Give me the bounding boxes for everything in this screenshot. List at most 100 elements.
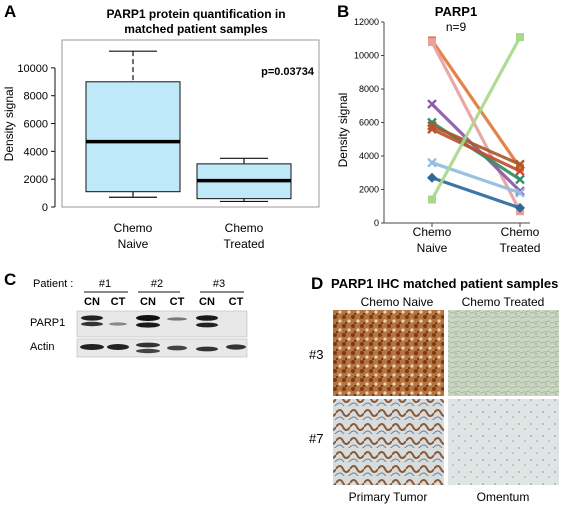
lane-label: CT [111, 296, 126, 308]
y-tick-label: 2000 [359, 185, 379, 195]
series-marker [516, 33, 524, 42]
box [85, 81, 181, 193]
patient-headers: #1 #2 #3 [84, 278, 244, 293]
blot-band [81, 321, 103, 327]
series-line [430, 102, 522, 193]
blot-band [136, 315, 160, 321]
series-marker [515, 174, 525, 185]
y-tick-label: 10000 [17, 63, 48, 75]
ihc-image-treated-3 [448, 310, 559, 396]
y-tick-label: 12000 [354, 17, 379, 27]
ihc-row-label-7: #7 [309, 431, 323, 446]
patient-1-label: #1 [99, 278, 111, 290]
x-tick-label: Chemo [501, 225, 540, 239]
series-marker [427, 172, 437, 183]
series-line [430, 124, 522, 166]
blot-band [226, 344, 246, 350]
series-line [430, 161, 522, 195]
y-tick-label: 0 [374, 218, 379, 228]
ihc-col-label-treated: Chemo Treated [462, 295, 545, 309]
y-tick-label: 8000 [24, 91, 48, 103]
ihc-row-label-3: #3 [309, 347, 323, 362]
ihc-bottom-label-omentum: Omentum [477, 490, 530, 504]
panel-b-subtitle: n=9 [446, 20, 467, 34]
series-marker [428, 38, 436, 47]
blot-band [80, 344, 104, 350]
series-marker [427, 157, 437, 168]
ihc-image-primary-tumor-7 [333, 399, 444, 485]
patient-3-label: #3 [213, 278, 225, 290]
lane-label: CT [170, 296, 185, 308]
series-line [430, 40, 522, 213]
y-tick-label: 6000 [24, 119, 48, 131]
panel-c-letter: C [4, 270, 16, 289]
series-marker [515, 166, 525, 176]
p-value-label: p=0.03734 [261, 66, 315, 78]
series-line [430, 127, 522, 173]
y-tick-label: 4000 [359, 151, 379, 161]
series-marker [515, 188, 525, 198]
series-marker [428, 195, 436, 204]
x-tick-label: Naive [417, 241, 448, 255]
lane-labels: CN CT CN CT CN CT [84, 296, 244, 308]
y-tick-label: 6000 [359, 118, 379, 128]
blot-band [109, 322, 127, 326]
blot-band [167, 345, 187, 351]
y-axis-label: Density signal [2, 87, 16, 162]
lane-label: CN [140, 296, 156, 308]
panel-d-title: PARP1 IHC matched patient samples [331, 276, 558, 291]
panel-a-title-line1: PARP1 protein quantification in [106, 7, 285, 21]
y-tick-label: 8000 [359, 84, 379, 94]
lane-label: CN [84, 296, 100, 308]
blot-band [196, 346, 218, 352]
series-marker [515, 202, 525, 213]
patient-label: Patient : [33, 278, 73, 290]
blot-band [167, 317, 187, 321]
panel-a-title-line2: matched patient samples [124, 22, 268, 36]
western-blot-parp1 [76, 310, 248, 338]
x-tick-label: Chemo [225, 221, 264, 235]
x-tick-label: Chemo [114, 221, 153, 235]
panel-b-letter: B [337, 2, 349, 21]
panel-b-title: PARP1 [435, 4, 477, 19]
blot-band [107, 344, 129, 350]
lane-label: CT [229, 296, 244, 308]
plot-frame [61, 39, 320, 208]
lane-label: CN [199, 296, 215, 308]
x-tick-label: Treated [224, 237, 265, 251]
y-axis-label: Density signal [336, 93, 350, 168]
western-row-label-parp1: PARP1 [30, 317, 65, 329]
series-marker [427, 99, 437, 109]
x-tick-label: Treated [500, 241, 541, 255]
blot-band [136, 342, 160, 348]
y-tick-label: 2000 [24, 174, 48, 186]
y-tick-label: 10000 [354, 51, 379, 61]
y-tick-label: 4000 [24, 146, 48, 158]
series-line [430, 176, 522, 210]
series-marker [427, 121, 437, 131]
blot-band [196, 315, 218, 321]
blot-band [136, 322, 160, 328]
series-line [430, 38, 522, 170]
panel-a-letter: A [4, 2, 16, 21]
x-tick-label: Naive [118, 237, 149, 251]
ihc-col-label-naive: Chemo Naive [361, 295, 434, 309]
panel-d-letter: D [311, 274, 323, 293]
blot-band [196, 322, 218, 328]
patient-2-label: #2 [151, 278, 163, 290]
series-marker [516, 163, 524, 172]
series-marker [427, 124, 437, 135]
western-blot-actin [76, 338, 248, 358]
blot-band [136, 348, 160, 354]
x-tick-label: Chemo [413, 225, 452, 239]
ihc-image-omentum-7 [448, 399, 559, 485]
western-row-label-actin: Actin [30, 341, 54, 353]
ihc-image-naive-3 [333, 310, 444, 396]
y-tick-label: 0 [42, 202, 48, 214]
paired-line-chart: 0 2000 4000 6000 8000 10000 12000 Density signa… [336, 17, 540, 255]
blot-band [81, 315, 103, 321]
ihc-bottom-label-primary-tumor: Primary Tumor [349, 490, 428, 504]
